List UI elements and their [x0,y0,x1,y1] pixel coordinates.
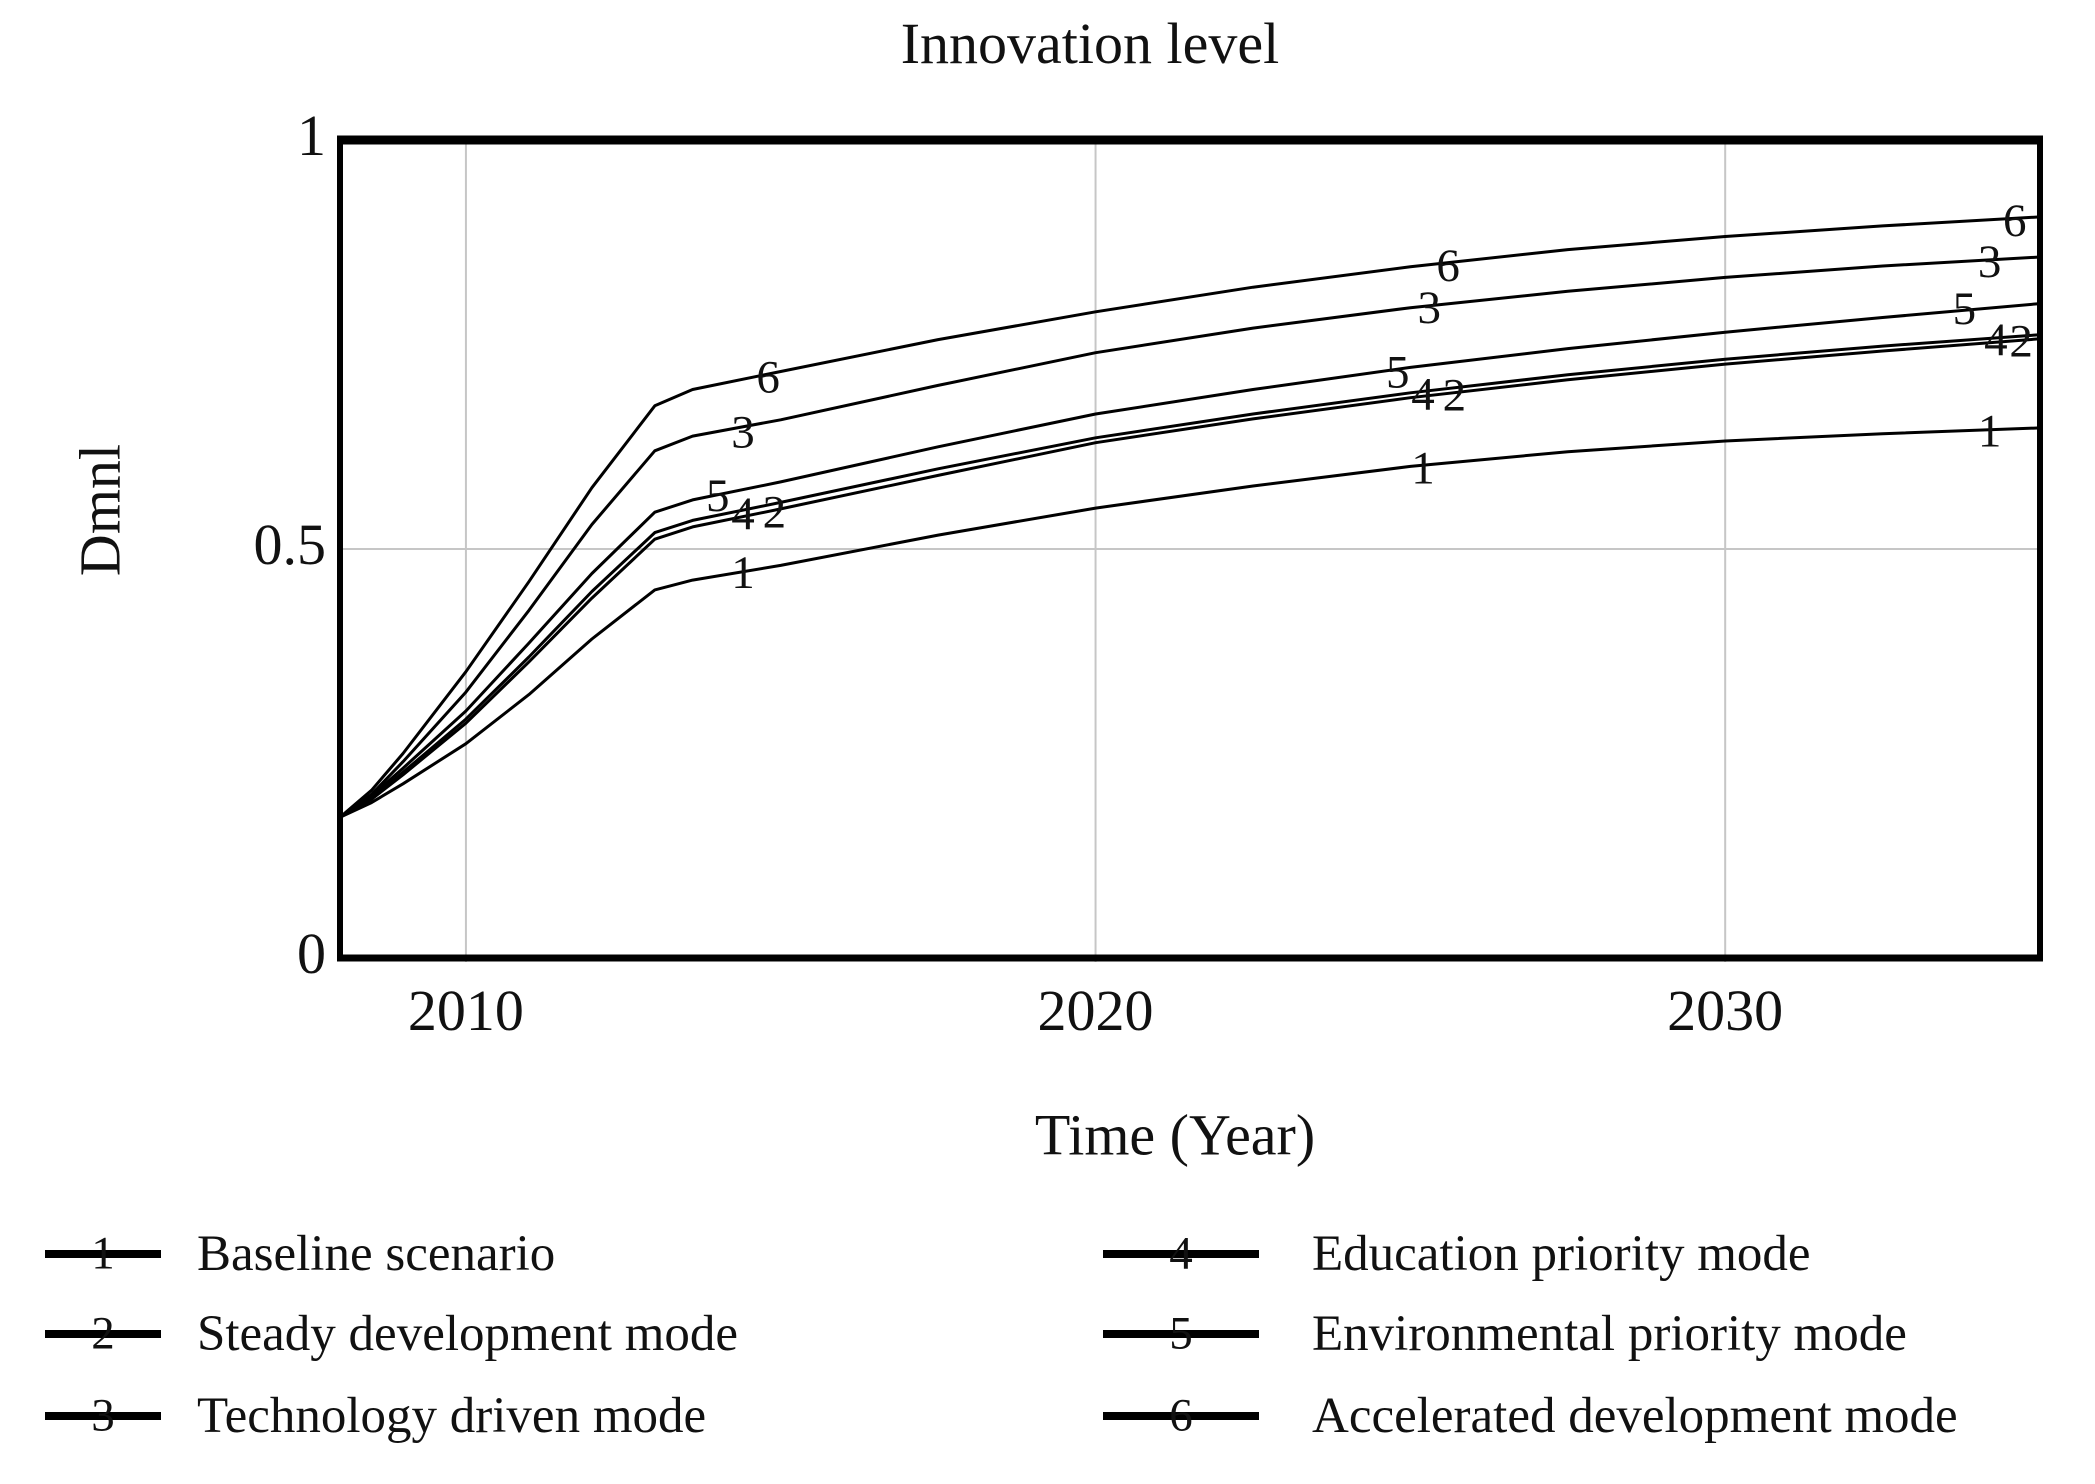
legend-line-marker-5: 5 [1103,1298,1259,1370]
chart-title: Innovation level [900,11,1280,76]
legend-line [1103,1250,1259,1258]
curve-label-4: 4 [1411,369,1435,421]
curve-label-3: 3 [731,406,755,458]
legend-number: 3 [91,1389,115,1442]
legend-number: 5 [1169,1307,1193,1360]
x-tick-2020: 2020 [1038,978,1154,1043]
legend-number: 2 [91,1307,115,1360]
legend-item-6: 6 Accelerated development mode [1103,1380,1958,1452]
legend-line [1103,1412,1259,1420]
curve-4 [338,333,2042,819]
curve-label-1: 1 [1978,406,2002,458]
legend-line [45,1250,161,1258]
legend-line-marker-4: 4 [1103,1218,1259,1290]
legend-label: Environmental priority mode [1312,1306,1907,1362]
curve-6 [338,215,2042,819]
legend-line-marker-2: 2 [45,1298,161,1370]
x-tick-2010: 2010 [408,978,524,1043]
curve-1 [338,426,2042,819]
curve-label-3: 3 [1418,282,1442,334]
legend-item-1: 1 Baseline scenario [45,1218,555,1290]
legend-line [45,1412,161,1420]
x-tick-2030: 2030 [1667,978,1783,1043]
curve-label-5: 5 [706,470,730,522]
legend-number: 1 [91,1227,115,1280]
legend-line-marker-1: 1 [45,1218,161,1290]
y-tick-1: 1 [297,103,326,168]
legend-label: Education priority mode [1312,1226,1811,1282]
legend-line [1103,1330,1259,1338]
curve-label-6: 6 [2003,195,2027,247]
curve-label-2: 2 [2009,316,2033,368]
legend-line [45,1330,161,1338]
curve-label-6: 6 [1436,240,1460,292]
curve-label-4: 4 [731,488,755,540]
legend-label: Technology driven mode [197,1388,707,1444]
legend-number: 4 [1169,1227,1193,1280]
curve-5 [338,302,2042,819]
y-tick-0.5: 0.5 [254,512,327,577]
legend-label: Steady development mode [197,1306,739,1362]
curve-label-4: 4 [1984,314,2008,366]
x-axis-title: Time (Year) [1034,1102,1316,1168]
curve-label-5: 5 [1386,347,1410,399]
legend-item-3: 3 Technology driven mode [45,1380,706,1452]
curve-2 [338,337,2042,819]
legend-item-2: 2 Steady development mode [45,1298,738,1370]
legend-number: 6 [1169,1389,1193,1442]
curve-label-1: 1 [731,547,755,599]
curve-label-2: 2 [1443,370,1467,422]
curve-label-3: 3 [1978,236,2002,288]
y-axis-title: Dmnl [67,443,133,577]
curve-label-6: 6 [756,352,780,404]
legend-item-5: 5 Environmental priority mode [1103,1298,1907,1370]
legend-item-4: 4 Education priority mode [1103,1218,1811,1290]
legend-line-marker-6: 6 [1103,1380,1259,1452]
curve-label-1: 1 [1411,442,1435,494]
y-tick-0: 0 [297,921,326,986]
curve-label-2: 2 [763,487,787,539]
curve-3 [338,255,2042,819]
curve-label-5: 5 [1953,283,1977,335]
legend-label: Accelerated development mode [1312,1388,1958,1444]
legend-label: Baseline scenario [197,1226,556,1282]
legend-line-marker-3: 3 [45,1380,161,1452]
